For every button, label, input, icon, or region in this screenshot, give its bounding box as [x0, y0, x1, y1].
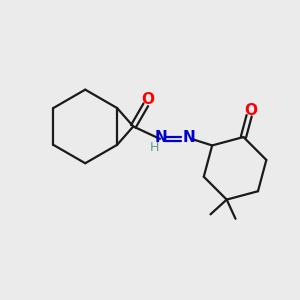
Text: N: N [182, 130, 195, 145]
Text: O: O [141, 92, 154, 107]
Text: H: H [150, 141, 159, 154]
Text: O: O [244, 103, 257, 118]
Text: N: N [155, 130, 167, 145]
